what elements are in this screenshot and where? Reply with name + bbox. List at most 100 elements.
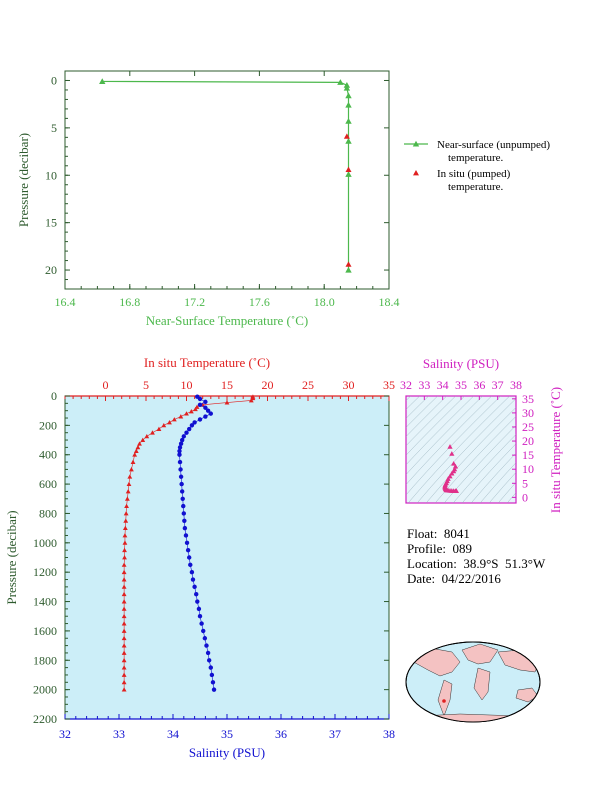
salinity-point [184, 430, 189, 435]
continent [515, 687, 539, 703]
salinity-point [195, 599, 200, 604]
world-map [405, 641, 541, 723]
temperature-point [150, 430, 155, 435]
temperature-point [121, 687, 127, 692]
temperature-point [122, 525, 128, 531]
ts-y-tick-label: 10 [522, 462, 534, 476]
pressure-tick-label: 1400 [33, 595, 57, 609]
salinity-point [189, 569, 195, 575]
salinity-point [179, 481, 184, 487]
pressure-tick-label: 600 [39, 477, 57, 491]
pressure-tick-label: 1200 [33, 565, 57, 579]
salinity-point [194, 592, 199, 597]
density-contour [479, 462, 516, 503]
float-info: Float: 8041 Profile: 089 Location: 38.9°… [407, 526, 545, 586]
temperature-point [121, 599, 127, 604]
salinity-point [177, 445, 183, 450]
salinity-point [181, 434, 186, 439]
salinity-point [179, 489, 185, 494]
salinity-point [189, 423, 195, 428]
salinity-point [201, 628, 206, 634]
ts-x-tick-label: 35 [455, 378, 467, 392]
temperature-point [121, 577, 127, 582]
pressure-tick-label: 1600 [33, 624, 57, 638]
temperature-point [122, 555, 127, 560]
temperature-point [224, 400, 230, 405]
data-point-in-situ [345, 166, 352, 172]
salinity-point [192, 420, 197, 425]
density-contour [406, 396, 465, 456]
data-point-near-surface [345, 101, 352, 108]
temperature-point [156, 426, 162, 431]
near-surface-temperature-chart: 16.4 16.8 17.2 17.6 18.0 18.4 0 5 10 15 20 Near-Sur… [16, 70, 400, 328]
salinity-point [179, 437, 185, 443]
pressure-tick-label: 2000 [33, 683, 57, 697]
legend-marker-in-situ [413, 170, 419, 176]
salinity-point [197, 417, 203, 422]
salinity-point [187, 555, 192, 560]
density-contour [406, 396, 429, 419]
temperature-point [121, 635, 127, 641]
float-id: Float: 8041 [407, 526, 470, 541]
temperature-point [121, 613, 127, 619]
salinity-point [188, 562, 193, 568]
salinity-tick-label: 32 [59, 727, 71, 741]
y-tick-label: 5 [51, 121, 57, 135]
legend-marker-near-surface [412, 140, 420, 147]
ts-y-tick-label: 15 [522, 448, 534, 462]
data-point-near-surface [337, 79, 344, 85]
x-tick-label: 16.8 [119, 295, 140, 309]
salinity-point [184, 540, 190, 546]
salinity-axis-label: Salinity (PSU) [189, 745, 265, 760]
salinity-tick-label: 35 [221, 727, 233, 741]
pressure-tick-label: 200 [39, 418, 57, 432]
series-line-near-surface [102, 80, 350, 271]
temperature-point [127, 474, 133, 479]
salinity-tick-label: 37 [329, 727, 341, 741]
temperature-axis-label: In situ Temperature (˚C) [144, 355, 270, 370]
temperature-point [123, 511, 129, 516]
salinity-point [178, 467, 183, 472]
data-point-near-surface [343, 84, 351, 91]
legend-label: temperature. [448, 152, 504, 164]
temperature-point [132, 452, 138, 457]
ts-x-tick-label: 34 [437, 378, 449, 392]
temperature-point [121, 591, 127, 597]
temperature-point [161, 422, 167, 428]
salinity-point [196, 606, 202, 612]
ts-x-tick-label: 33 [418, 378, 430, 392]
temperature-tick-label: 30 [343, 378, 355, 392]
plot-area [64, 395, 390, 720]
ts-y-tick-label: 30 [522, 406, 534, 420]
salinity-point [181, 511, 186, 516]
temperature-tick-label: 15 [221, 378, 233, 392]
pressure-tick-label: 800 [39, 506, 57, 520]
salinity-point [177, 448, 182, 454]
ts-point [447, 444, 453, 449]
data-point-in-situ [343, 133, 350, 139]
y-axis-label: Pressure (decibar) [16, 133, 31, 227]
temperature-point [129, 467, 134, 472]
temperature-point [178, 414, 184, 419]
density-contour [434, 416, 516, 503]
density-contour [406, 396, 474, 466]
y-tick-label: 10 [45, 168, 57, 182]
salinity-point [177, 459, 183, 465]
salinity-point [182, 525, 188, 531]
density-contour [461, 443, 516, 503]
density-contour [406, 396, 438, 428]
plot-frame [64, 70, 390, 290]
pressure-tick-label: 400 [39, 448, 57, 462]
salinity-point [203, 405, 208, 410]
salinity-tick-label: 34 [167, 727, 179, 741]
ts-point [449, 470, 455, 476]
density-contour [506, 492, 516, 503]
temperature-point [248, 398, 254, 403]
temperature-point [133, 448, 139, 453]
salinity-point [202, 636, 208, 641]
salinity-point [178, 474, 184, 479]
y-tick-label: 20 [45, 263, 57, 277]
salinity-point [199, 621, 204, 626]
data-point-near-surface [345, 171, 352, 177]
